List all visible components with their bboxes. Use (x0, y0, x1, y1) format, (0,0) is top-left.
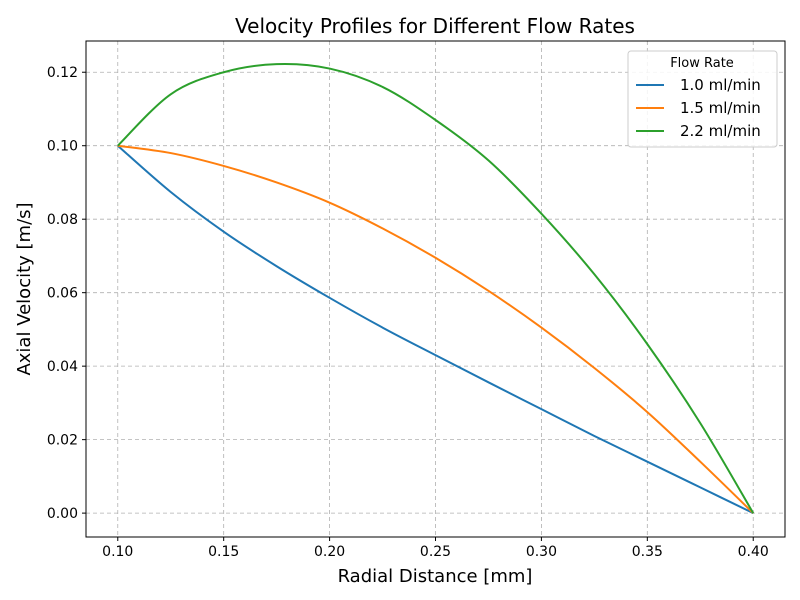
y-tick-label: 0.12 (47, 65, 78, 81)
y-tick-label: 0.06 (47, 286, 78, 302)
legend: Flow Rate 1.0 ml/min 1.5 ml/min 2.2 ml/min (627, 50, 778, 148)
x-tick-label: 0.35 (632, 544, 663, 560)
chart-title: Velocity Profiles for Different Flow Rat… (235, 14, 635, 38)
x-axis-label: Radial Distance [mm] (338, 566, 533, 587)
x-tick-label: 0.25 (420, 544, 451, 560)
tick-layer: 0.10 0.15 0.20 0.25 0.30 0.35 0.40 0.00 0.02 0.04… (47, 65, 769, 560)
series-layer (117, 63, 755, 515)
x-tick-label: 0.15 (208, 544, 239, 560)
legend-label-1: 1.0 ml/min (680, 76, 761, 94)
y-tick-label: 0.08 (47, 212, 78, 228)
x-tick-label: 0.30 (526, 544, 557, 560)
x-tick-label: 0.10 (102, 544, 133, 560)
series-line-1 (117, 144, 754, 515)
legend-label-2: 1.5 ml/min (680, 99, 761, 117)
legend-title: Flow Rate (670, 56, 734, 71)
series-line-2 (117, 144, 754, 514)
y-tick-label: 0.04 (47, 359, 78, 375)
y-tick-label: 0.10 (47, 139, 78, 155)
legend-box (627, 50, 778, 148)
legend-label-3: 2.2 ml/min (680, 122, 761, 140)
y-tick-label: 0.00 (47, 506, 78, 522)
y-tick-label: 0.02 (47, 433, 78, 449)
x-tick-label: 0.40 (738, 544, 769, 560)
x-tick-label: 0.20 (314, 544, 345, 560)
y-axis-label: Axial Velocity [m/s] (14, 202, 35, 375)
series-line-3 (117, 63, 755, 514)
